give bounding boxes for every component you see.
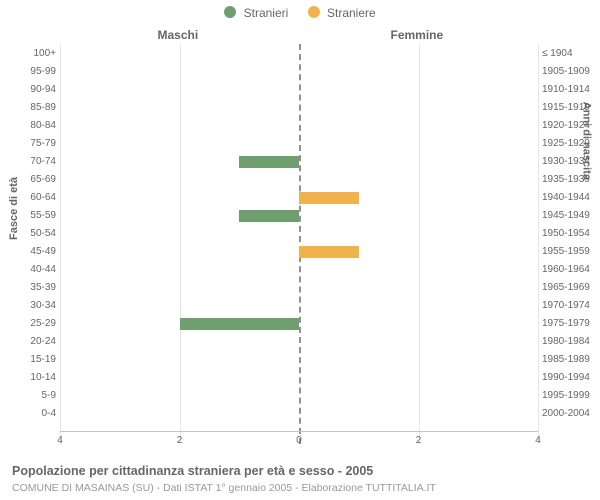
birth-tick: 1965-1969: [542, 282, 590, 293]
age-tick: 80-84: [16, 120, 56, 131]
birth-tick: 1955-1959: [542, 246, 590, 257]
bar-female: [299, 246, 359, 259]
population-pyramid: 42024100+≤ 190495-991905-190990-941910-1…: [60, 44, 538, 444]
age-tick: 10-14: [16, 372, 56, 383]
legend: Stranieri Straniere: [0, 6, 600, 20]
bar-female: [299, 192, 359, 205]
age-tick: 30-34: [16, 300, 56, 311]
age-tick: 90-94: [16, 84, 56, 95]
birth-tick: 1985-1989: [542, 354, 590, 365]
birth-tick: 1945-1949: [542, 210, 590, 221]
bar-male: [180, 318, 300, 331]
legend-female-swatch: [308, 6, 320, 18]
gridline: [538, 44, 539, 444]
birth-tick: 1935-1939: [542, 174, 590, 185]
birth-tick: 1910-1914: [542, 84, 590, 95]
chart-subtitle: COMUNE DI MASAINAS (SU) - Dati ISTAT 1° …: [12, 482, 436, 494]
age-tick: 75-79: [16, 138, 56, 149]
legend-male-swatch: [224, 6, 236, 18]
legend-male: Stranieri: [224, 6, 288, 20]
gridline: [60, 44, 61, 444]
chart-container: Stranieri Straniere Maschi Femmine Fasce…: [0, 0, 600, 500]
bar-male: [239, 210, 299, 223]
legend-male-label: Stranieri: [244, 6, 289, 20]
birth-tick: 1960-1964: [542, 264, 590, 275]
gridline: [180, 44, 181, 444]
age-tick: 25-29: [16, 318, 56, 329]
x-tick-label: 2: [177, 435, 183, 446]
subtitle-maschi: Maschi: [158, 28, 199, 42]
birth-tick: 1975-1979: [542, 318, 590, 329]
x-tick-label: 4: [535, 435, 541, 446]
birth-tick: 1915-1919: [542, 102, 590, 113]
birth-tick: 1925-1929: [542, 138, 590, 149]
gridline: [419, 44, 420, 444]
birth-tick: 2000-2004: [542, 408, 590, 419]
age-tick: 70-74: [16, 156, 56, 167]
x-tick-label: 2: [416, 435, 422, 446]
bar-male: [239, 156, 299, 169]
subtitle-femmine: Femmine: [391, 28, 444, 42]
birth-tick: 1995-1999: [542, 390, 590, 401]
birth-tick: 1980-1984: [542, 336, 590, 347]
age-tick: 20-24: [16, 336, 56, 347]
birth-tick: ≤ 1904: [542, 48, 573, 59]
birth-tick: 1950-1954: [542, 228, 590, 239]
age-tick: 95-99: [16, 66, 56, 77]
age-tick: 60-64: [16, 192, 56, 203]
birth-tick: 1905-1909: [542, 66, 590, 77]
age-tick: 15-19: [16, 354, 56, 365]
legend-female: Straniere: [308, 6, 376, 20]
birth-tick: 1990-1994: [542, 372, 590, 383]
x-tick-label: 4: [57, 435, 63, 446]
center-line: [299, 44, 301, 444]
age-tick: 65-69: [16, 174, 56, 185]
x-tick-label: 0: [296, 435, 302, 446]
x-axis-line: [60, 431, 538, 432]
age-tick: 50-54: [16, 228, 56, 239]
birth-tick: 1940-1944: [542, 192, 590, 203]
age-tick: 55-59: [16, 210, 56, 221]
legend-female-label: Straniere: [327, 6, 376, 20]
birth-tick: 1930-1934: [542, 156, 590, 167]
age-tick: 5-9: [16, 390, 56, 401]
age-tick: 40-44: [16, 264, 56, 275]
birth-tick: 1970-1974: [542, 300, 590, 311]
birth-tick: 1920-1924: [542, 120, 590, 131]
age-tick: 45-49: [16, 246, 56, 257]
age-tick: 0-4: [16, 408, 56, 419]
age-tick: 85-89: [16, 102, 56, 113]
age-tick: 35-39: [16, 282, 56, 293]
age-tick: 100+: [16, 48, 56, 59]
chart-title: Popolazione per cittadinanza straniera p…: [12, 464, 373, 478]
